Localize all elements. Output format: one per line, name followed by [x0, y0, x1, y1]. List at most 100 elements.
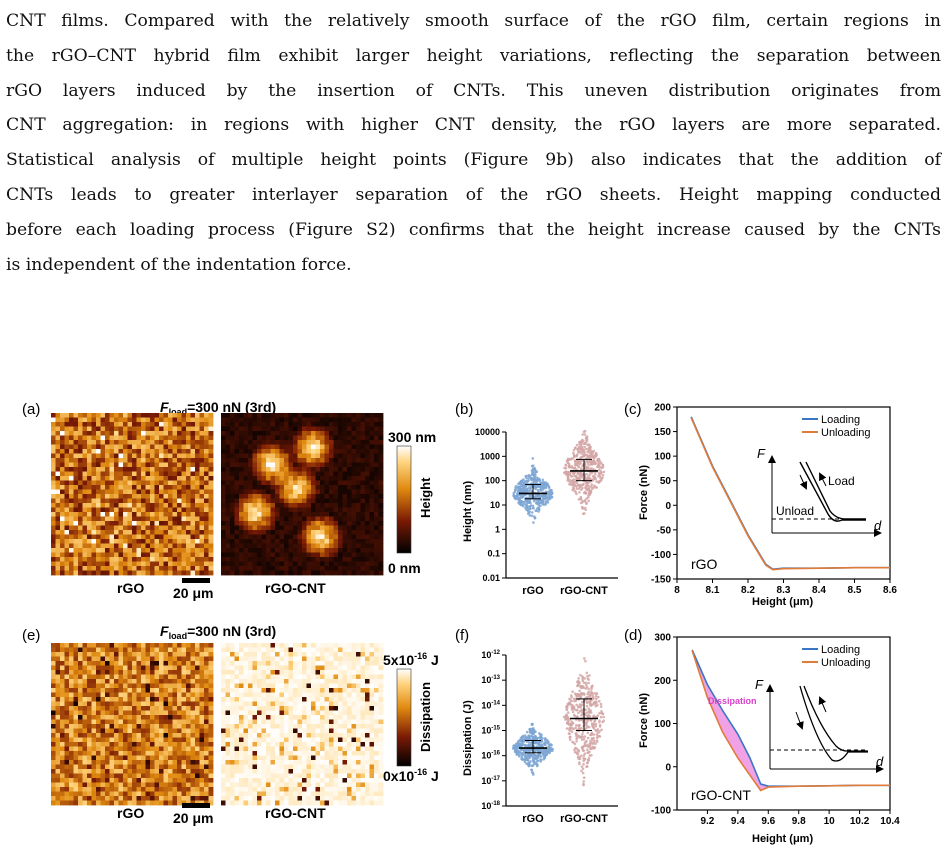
map-pixel: [288, 476, 294, 481]
map-pixel: [123, 670, 128, 675]
map-pixel: [91, 548, 97, 553]
map-pixel: [118, 530, 124, 535]
map-pixel: [154, 665, 160, 671]
map-pixel: [279, 444, 285, 450]
map-pixel: [234, 498, 240, 504]
map-pixel: [306, 755, 312, 761]
map-pixel: [132, 566, 137, 571]
map-pixel: [91, 661, 97, 666]
map-pixel: [123, 561, 128, 567]
map-pixel: [55, 769, 61, 774]
map-pixel: [190, 557, 196, 562]
map-pixel: [69, 471, 74, 477]
map-pixel: [163, 661, 169, 666]
map-pixel: [73, 665, 79, 671]
map-pixel: [64, 534, 70, 540]
map-pixel: [234, 561, 240, 567]
map-pixel: [320, 701, 325, 707]
map-pixel: [123, 733, 128, 738]
map-pixel: [172, 453, 178, 459]
map-pixel: [338, 444, 343, 450]
map-pixel: [351, 710, 357, 716]
map-pixel: [82, 489, 88, 495]
map-pixel: [347, 688, 352, 693]
map-pixel: [329, 440, 334, 445]
map-pixel: [284, 746, 289, 752]
map-pixel: [159, 701, 164, 707]
map-pixel: [234, 719, 240, 725]
map-pixel: [91, 683, 97, 689]
map-pixel: [342, 413, 348, 418]
map-pixel: [159, 643, 164, 648]
map-pixel: [132, 706, 137, 711]
map-pixel: [100, 733, 106, 738]
map-pixel: [87, 453, 92, 459]
map-pixel: [279, 422, 285, 427]
map-pixel: [55, 800, 61, 806]
map-pixel: [342, 751, 348, 756]
map-pixel: [118, 561, 124, 567]
map-pixel: [64, 467, 70, 472]
map-pixel: [279, 525, 285, 531]
map-pixel: [100, 755, 106, 761]
map-pixel: [284, 773, 289, 779]
map-pixel: [132, 692, 137, 698]
map-pixel: [154, 530, 160, 535]
map-pixel: [181, 471, 187, 477]
map-pixel: [105, 507, 110, 513]
map-pixel: [315, 706, 321, 711]
map-pixel: [347, 417, 352, 423]
map-pixel: [275, 737, 280, 743]
map-pixel: [195, 422, 200, 427]
map-pixel: [199, 494, 205, 499]
map-pixel: [239, 507, 244, 513]
map-pixel: [141, 706, 146, 711]
map-pixel: [257, 557, 262, 562]
map-pixel: [64, 507, 70, 513]
map-pixel: [141, 548, 146, 553]
map-pixel: [275, 422, 280, 427]
map-pixel: [154, 769, 160, 774]
map-pixel: [51, 728, 56, 734]
map-pixel: [163, 525, 169, 531]
map-pixel: [261, 507, 267, 513]
map-pixel: [55, 746, 61, 752]
map-pixel: [172, 530, 178, 535]
map-pixel: [141, 670, 146, 675]
map-pixel: [105, 791, 110, 797]
map-pixel: [136, 539, 142, 544]
map-pixel: [172, 552, 178, 558]
map-pixel: [195, 426, 200, 432]
map-pixel: [288, 787, 294, 792]
map-pixel: [270, 710, 276, 716]
map-pixel: [195, 751, 200, 756]
map-pixel: [100, 453, 106, 459]
map-pixel: [190, 485, 196, 490]
map-pixel: [150, 782, 155, 788]
map-pixel: [181, 440, 187, 445]
map-pixel: [302, 489, 307, 495]
map-pixel: [60, 715, 65, 720]
map-pixel: [127, 552, 133, 558]
map-pixel: [123, 476, 128, 481]
map-pixel: [177, 539, 182, 544]
map-pixel: [118, 719, 124, 725]
map-pixel: [329, 444, 334, 450]
map-pixel: [114, 530, 119, 535]
map-pixel: [123, 647, 128, 653]
map-pixel: [356, 467, 361, 472]
map-pixel: [82, 498, 88, 504]
map-pixel: [329, 494, 334, 499]
map-pixel: [204, 462, 209, 468]
map-pixel: [324, 782, 330, 788]
map-pixel: [118, 773, 124, 779]
map-pixel: [204, 787, 209, 792]
map-pixel: [225, 724, 231, 729]
map-pixel: [369, 471, 375, 477]
map-pixel: [150, 449, 155, 454]
map-pixel: [270, 670, 276, 675]
map-pixel: [145, 665, 151, 671]
map-pixel: [145, 413, 151, 418]
map-pixel: [369, 485, 375, 490]
map-pixel: [293, 534, 298, 540]
